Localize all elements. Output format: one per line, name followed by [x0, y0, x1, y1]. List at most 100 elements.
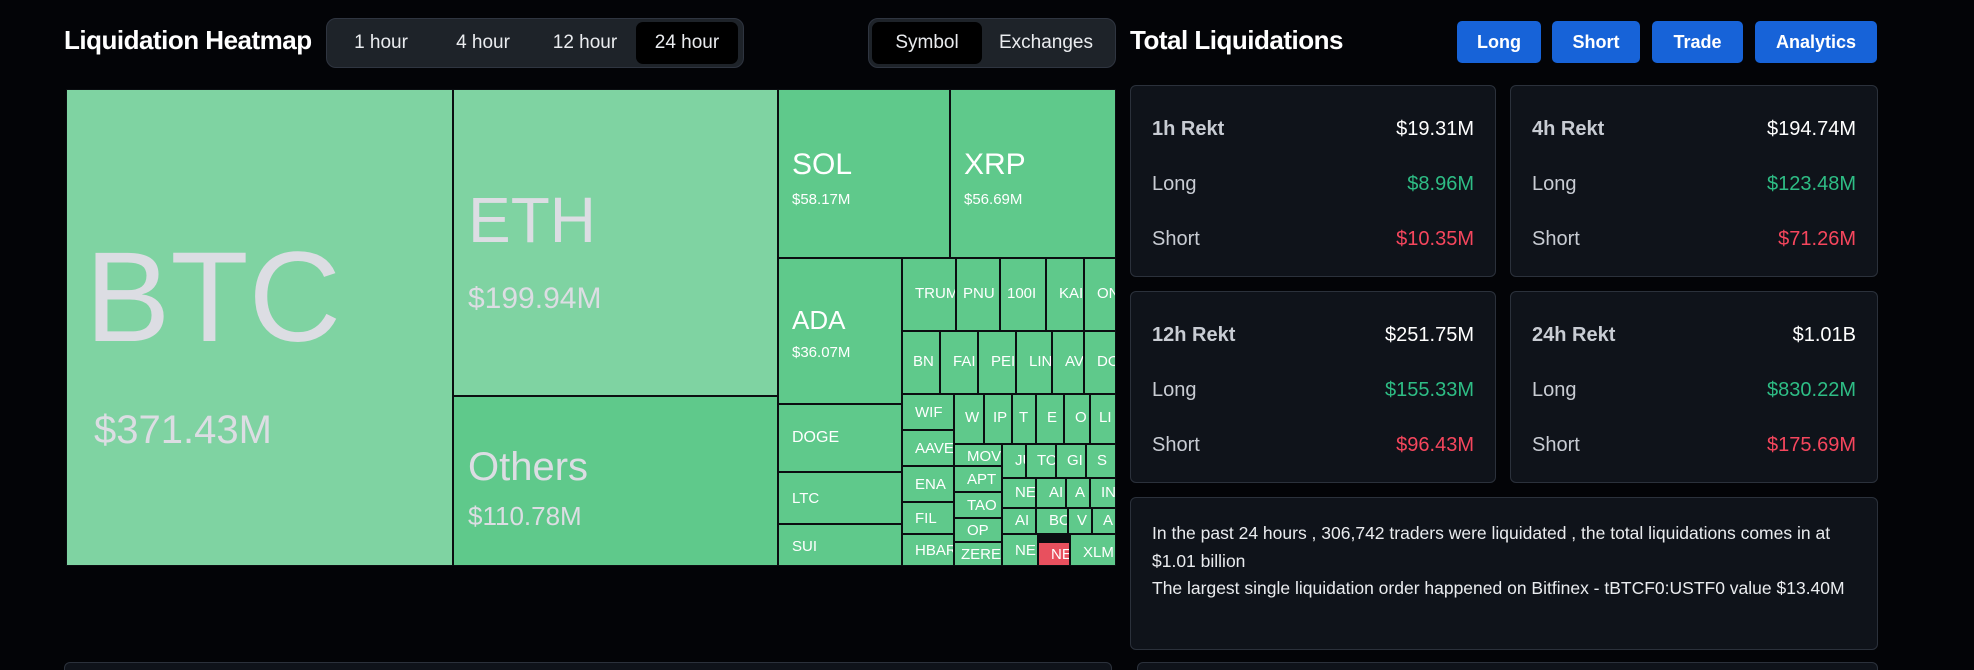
tile-symbol: MOV: [967, 448, 1002, 465]
long-button[interactable]: Long: [1457, 21, 1541, 63]
tile-value: $199.94M: [468, 282, 602, 315]
bottom-panel-left: [64, 662, 1112, 670]
treemap-tile[interactable]: ZERE: [954, 542, 1002, 566]
time-option-12h[interactable]: 12 hour: [552, 32, 618, 53]
treemap-tile[interactable]: BTC $371.43M: [66, 89, 453, 566]
treemap-tile[interactable]: TO: [1026, 444, 1056, 478]
treemap-tile[interactable]: E: [1036, 394, 1064, 444]
short-value: $71.26M: [1778, 228, 1856, 250]
treemap-tile[interactable]: AAVE: [902, 430, 954, 466]
tile-symbol: ZERE: [961, 546, 1002, 563]
treemap-tile[interactable]: LIN: [1016, 331, 1052, 394]
treemap-tile[interactable]: ETH $199.94M: [453, 89, 778, 396]
treemap-tile[interactable]: HBAR: [902, 534, 954, 566]
treemap-tile[interactable]: Others $110.78M: [453, 396, 778, 566]
treemap-tile[interactable]: DOGE: [778, 404, 902, 472]
treemap-tile[interactable]: APT: [954, 466, 1002, 492]
treemap-tile[interactable]: SUI: [778, 524, 902, 566]
treemap-tile[interactable]: T: [1012, 394, 1036, 444]
treemap-tile[interactable]: SOL $58.17M: [778, 89, 950, 258]
tile-symbol: TRUM: [915, 285, 956, 302]
tile-symbol: SUI: [792, 538, 818, 555]
treemap-tile[interactable]: FAI: [940, 331, 978, 394]
treemap-tile[interactable]: GI: [1056, 444, 1086, 478]
treemap-tile[interactable]: W: [954, 394, 984, 444]
treemap-tile[interactable]: LTC: [778, 472, 902, 524]
time-option-24h[interactable]: 24 hour: [636, 22, 738, 64]
summary-text-largest-order: The largest single liquidation order hap…: [1152, 578, 1845, 598]
treemap-tile[interactable]: NE: [1002, 478, 1036, 508]
treemap-tile[interactable]: AI: [1002, 508, 1036, 534]
treemap-tile[interactable]: OP: [954, 518, 1002, 542]
tile-symbol: SOL: [792, 148, 853, 181]
tile-symbol: NE: [1015, 542, 1036, 559]
treemap-tile[interactable]: O: [1064, 394, 1090, 444]
tile-symbol: BN: [913, 353, 934, 370]
treemap-tile[interactable]: XLM: [1070, 534, 1116, 566]
tile-symbol: NE: [1015, 484, 1036, 501]
treemap-tile[interactable]: IN: [1090, 478, 1116, 508]
treemap-tile[interactable]: ON: [1084, 258, 1116, 331]
tile-symbol: LI: [1099, 409, 1112, 426]
treemap-tile[interactable]: JU: [1002, 444, 1026, 478]
treemap-tile[interactable]: PNU: [956, 258, 1000, 331]
treemap-tile[interactable]: TAO: [954, 492, 1002, 518]
tile-symbol: V: [1077, 512, 1088, 529]
tile-symbol: O: [1075, 409, 1087, 426]
treemap-tile[interactable]: S: [1086, 444, 1116, 478]
treemap-tile[interactable]: DO: [1084, 331, 1116, 394]
treemap-tile[interactable]: BO: [1036, 508, 1068, 534]
tile-symbol: PNU: [963, 285, 995, 302]
tile-symbol: IP: [993, 409, 1008, 426]
tile-symbol: GI: [1067, 452, 1083, 469]
treemap-tile[interactable]: A: [1066, 478, 1090, 508]
tile-symbol: ON: [1097, 285, 1115, 302]
tile-symbol: T: [1019, 409, 1029, 426]
treemap-tile[interactable]: KAI: [1046, 258, 1084, 331]
liquidation-treemap: BTC $371.43M ETH $199.94M Others $110.78M SOL $…: [66, 89, 1116, 566]
short-label: Short: [1152, 228, 1200, 250]
short-button[interactable]: Short: [1552, 21, 1640, 63]
treemap-tile[interactable]: MOV: [954, 444, 1002, 466]
treemap-tile[interactable]: NE: [1038, 542, 1070, 566]
tile-symbol: XLM: [1083, 544, 1114, 561]
treemap-tile[interactable]: LI: [1090, 394, 1116, 444]
treemap-tile[interactable]: A: [1092, 508, 1116, 534]
treemap-tile[interactable]: V: [1068, 508, 1092, 534]
total-liquidations-title: Total Liquidations: [1130, 25, 1343, 55]
time-option-1h[interactable]: 1 hour: [354, 32, 408, 53]
tile-symbol: Others: [468, 445, 589, 489]
tile-value: $110.78M: [468, 501, 582, 531]
tile-symbol: FAI: [953, 353, 976, 370]
time-range-selector: 1 hour 4 hour 12 hour 24 hour: [326, 18, 744, 68]
tile-symbol: TO: [1037, 452, 1056, 469]
tile-symbol: WIF: [915, 404, 943, 421]
trade-button[interactable]: Trade: [1652, 21, 1743, 63]
treemap-tile[interactable]: NE: [1002, 534, 1038, 566]
tile-symbol: IN: [1101, 484, 1116, 501]
bottom-panel-right: [1137, 662, 1878, 670]
treemap-tile[interactable]: WIF: [902, 394, 954, 430]
card-total: $251.75M: [1385, 324, 1474, 346]
analytics-button[interactable]: Analytics: [1755, 21, 1877, 63]
treemap-tile[interactable]: XRP $56.69M: [950, 89, 1116, 258]
treemap-tile[interactable]: BN: [902, 331, 940, 394]
tile-value: $58.17M: [792, 191, 851, 208]
treemap-tile[interactable]: PEI: [978, 331, 1016, 394]
treemap-tile[interactable]: AI: [1036, 478, 1066, 508]
tile-symbol: KAI: [1059, 285, 1084, 302]
treemap-tile[interactable]: ENA: [902, 466, 954, 502]
tile-symbol: A: [1075, 484, 1086, 501]
treemap-tile[interactable]: IP: [984, 394, 1012, 444]
treemap-tile[interactable]: ADA $36.07M: [778, 258, 902, 404]
card-total: $19.31M: [1396, 118, 1474, 140]
time-option-4h[interactable]: 4 hour: [456, 32, 510, 53]
short-label: Short: [1152, 434, 1200, 456]
treemap-tile[interactable]: FIL: [902, 502, 954, 534]
treemap-tile[interactable]: TRUM: [902, 258, 956, 331]
treemap-tile[interactable]: 100I: [1000, 258, 1046, 331]
treemap-tile[interactable]: AV: [1052, 331, 1084, 394]
view-option-exchanges[interactable]: Exchanges: [998, 32, 1093, 53]
rekt-card-1h: 1h Rekt $19.31M Long $8.96M Short $10.35M: [1130, 85, 1496, 277]
view-option-symbol[interactable]: Symbol: [872, 22, 982, 64]
